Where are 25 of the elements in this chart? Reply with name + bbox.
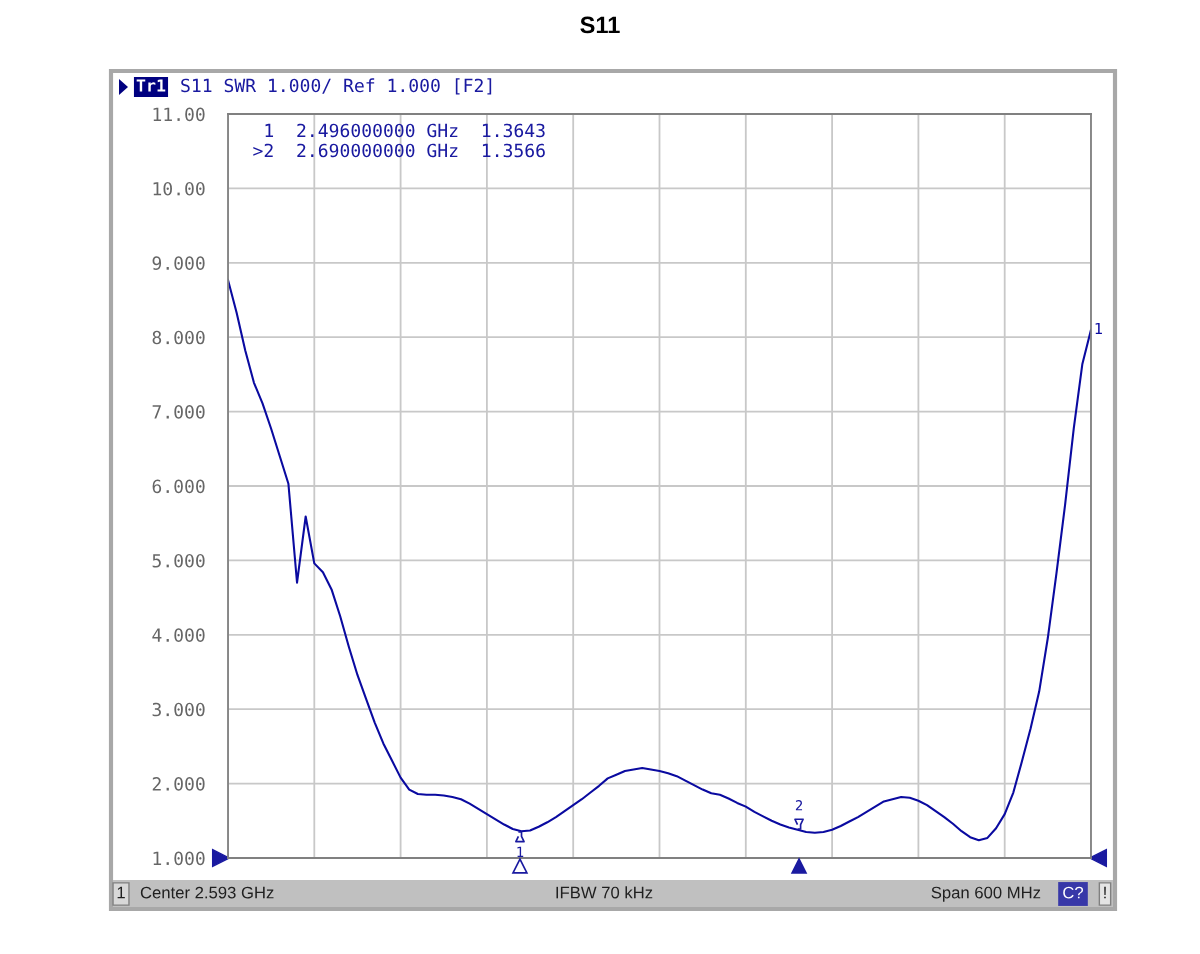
text: 1 bbox=[117, 886, 125, 899]
y-tick-label: 6.000 bbox=[152, 479, 205, 494]
y-tick-label: 8.000 bbox=[152, 330, 205, 345]
annotation: 1 2.496000000 GHz 1.3643 bbox=[265, 123, 545, 138]
text: C? bbox=[1063, 886, 1084, 899]
chart-title: S11 bbox=[580, 16, 620, 34]
y-tick-label: 3.000 bbox=[152, 702, 205, 717]
text: Center 2.593 GHz bbox=[140, 886, 274, 899]
text: S11 SWR 1.000/ Ref 1.000 [F2] bbox=[181, 78, 492, 95]
y-tick-label: 1.000 bbox=[153, 851, 205, 866]
annotation: >2 2.690000000 GHz 1.3566 bbox=[253, 143, 545, 158]
y-tick-label: 5.000 bbox=[152, 553, 205, 568]
annotation: 2 bbox=[795, 800, 803, 811]
text: 1 bbox=[1095, 322, 1102, 335]
text: IFBW 70 kHz bbox=[556, 886, 653, 899]
text: ! bbox=[1104, 886, 1106, 899]
text: Span 600 MHz bbox=[931, 886, 1041, 902]
y-tick-label: 11.00 bbox=[153, 107, 205, 122]
y-tick-label: 7.000 bbox=[152, 405, 205, 419]
y-tick-label: 10.00 bbox=[153, 181, 205, 196]
y-tick-label: 9.000 bbox=[152, 256, 205, 270]
legend-label: 1 bbox=[517, 846, 524, 857]
text: Tr1 bbox=[136, 79, 166, 92]
y-tick-label: 4.000 bbox=[152, 628, 205, 642]
y-tick-label: 2.000 bbox=[152, 777, 205, 791]
